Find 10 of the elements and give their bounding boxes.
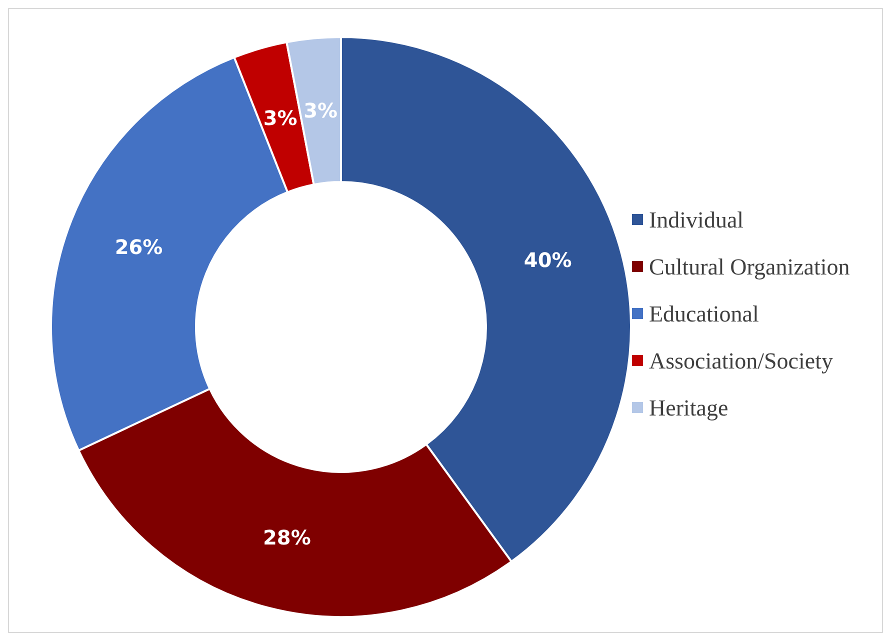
data-label: 28% <box>262 526 311 550</box>
legend-label: Association/Society <box>649 348 834 374</box>
data-label: 3% <box>304 98 338 122</box>
data-label: 26% <box>114 234 163 259</box>
data-label: 40% <box>524 248 572 272</box>
legend-label: Cultural Organization <box>649 254 850 280</box>
legend-label: Educational <box>649 302 759 326</box>
data-label: 3% <box>263 106 298 130</box>
legend-label: Heritage <box>649 396 728 420</box>
legend-label: Individual <box>649 208 744 232</box>
